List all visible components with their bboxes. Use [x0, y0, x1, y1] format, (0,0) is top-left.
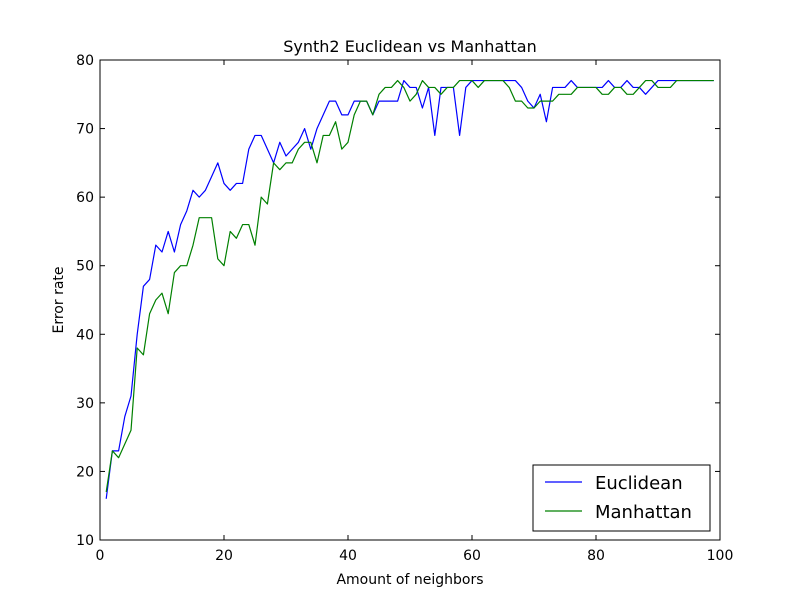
ticks-layer: 0 20 40 60 80 100 10 20 30 40 50 60 70 80 — [76, 53, 733, 564]
y-tick-label: 70 — [76, 122, 94, 138]
y-tick-label: 60 — [76, 190, 94, 206]
x-axis-label: Amount of neighbors — [336, 572, 483, 588]
plot-frame — [99, 59, 721, 541]
x-tick-label: 60 — [463, 548, 481, 564]
x-tick-label: 100 — [707, 548, 734, 564]
y-axis-label: Error rate — [51, 266, 67, 333]
x-tick-label: 40 — [339, 548, 357, 564]
chart-title: Synth2 Euclidean vs Manhattan — [283, 37, 537, 56]
legend-label-euclidean: Euclidean — [595, 473, 683, 494]
series-line-euclidean — [105, 79, 714, 499]
x-tick-label: 20 — [215, 548, 233, 564]
y-tick-label: 10 — [76, 533, 94, 549]
y-tick-label: 30 — [76, 396, 94, 412]
x-tick-label: 80 — [587, 548, 605, 564]
y-tick-label: 40 — [76, 327, 94, 343]
series-line-manhattan — [105, 79, 714, 493]
series-layer — [105, 79, 714, 499]
legend-frame — [532, 464, 711, 532]
legend: Euclidean Manhattan — [532, 464, 711, 532]
x-tick-label: 0 — [96, 548, 105, 564]
y-tick-label: 80 — [76, 53, 94, 69]
y-tick-label: 50 — [76, 259, 94, 275]
y-tick-label: 20 — [76, 464, 94, 480]
plot-background — [100, 60, 720, 540]
legend-label-manhattan: Manhattan — [595, 502, 692, 523]
